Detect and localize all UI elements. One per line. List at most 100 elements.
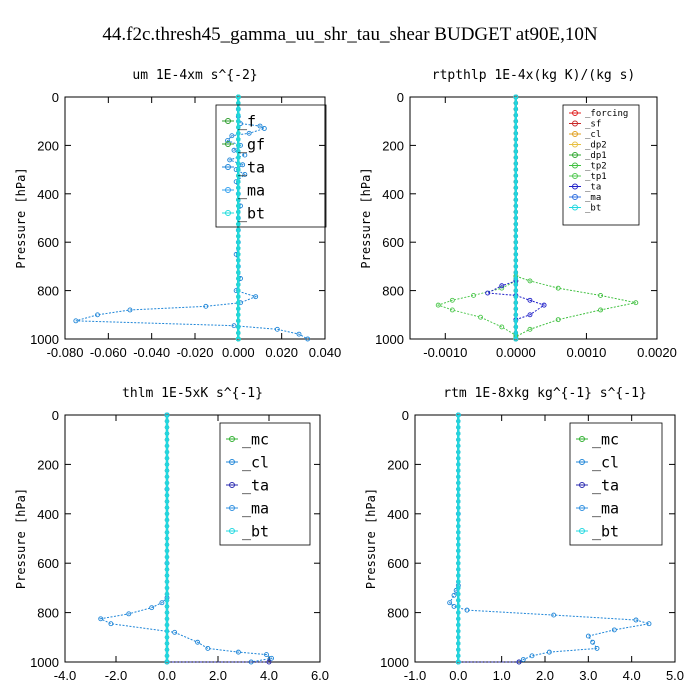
data-point: [456, 456, 461, 461]
data-point: [513, 112, 519, 118]
data-point: [513, 94, 519, 100]
y-tick-label: 800: [382, 284, 404, 299]
data-point: [513, 143, 519, 148]
plot-frame: [64, 414, 321, 663]
y-tick-label: 400: [37, 507, 59, 522]
legend-marker: [229, 505, 235, 511]
panel-title: um 1E-4xm s^{-2}: [132, 68, 257, 83]
data-point: [513, 118, 519, 124]
y-tick-label: 1000: [375, 332, 404, 347]
data-point: [236, 318, 241, 324]
y-tick-label: 600: [37, 556, 59, 571]
legend-entry: _tp2: [585, 162, 607, 172]
data-point: [164, 585, 170, 591]
data-point: [456, 486, 461, 492]
data-point: [164, 536, 170, 541]
data-point: [164, 505, 170, 510]
data-point: [264, 652, 269, 658]
data-point: [456, 561, 461, 566]
chart-panel-2: rtpthlp 1E-4x(kg K)/(kg s) 0 200 400 600 800 1…: [359, 68, 677, 360]
data-point: [471, 292, 476, 298]
data-point: [513, 336, 519, 342]
data-point: [513, 258, 519, 263]
data-point: [164, 591, 170, 597]
x-tick-label: 4.0: [260, 668, 278, 683]
y-tick-label: 600: [387, 556, 409, 571]
x-tick-label: 0.0020: [637, 345, 677, 360]
data-point: [236, 330, 241, 336]
data-point: [164, 641, 170, 646]
series-tp1: [435, 278, 519, 338]
data-point: [451, 603, 457, 609]
data-point: [513, 155, 519, 160]
data-point: [520, 657, 526, 662]
data-point: [513, 215, 519, 221]
data-point: [555, 285, 561, 291]
data-point: [513, 264, 519, 269]
data-point: [164, 412, 170, 418]
data-point: [456, 610, 461, 615]
legend-entry: _bt: [242, 522, 269, 540]
legend-marker: [572, 141, 578, 148]
legend-marker: [572, 183, 578, 190]
legend-marker: [572, 173, 578, 179]
data-point: [513, 252, 519, 257]
data-point: [164, 561, 170, 566]
data-point: [646, 621, 652, 627]
legend: _mc _cl _ta _ma _bt: [569, 422, 663, 546]
data-point: [611, 627, 617, 633]
data-point: [164, 511, 170, 516]
data-point: [485, 290, 491, 296]
data-point: [195, 639, 201, 645]
series-line: [515, 275, 636, 338]
legend-entry: _ta: [585, 183, 601, 193]
data-point: [590, 639, 596, 645]
data-point: [513, 131, 519, 136]
data-point: [513, 125, 519, 130]
data-point: [236, 306, 241, 311]
data-point: [513, 173, 519, 178]
y-tick-label: 800: [37, 606, 59, 621]
data-point: [164, 548, 170, 554]
chart-panel-4: rtm 1E-8xkg kg^{-1} s^{-1} 0 200 400 600 800 1…: [364, 386, 684, 683]
series-line: [449, 415, 650, 663]
data-point: [456, 554, 461, 560]
data-point: [164, 499, 170, 504]
data-point: [236, 221, 241, 227]
data-point: [257, 123, 263, 129]
data-point: [236, 185, 241, 190]
data-point: [456, 517, 461, 523]
data-point: [164, 598, 170, 603]
y-axis-label: Pressure [hPa]: [14, 167, 28, 268]
data-point: [633, 617, 639, 623]
data-point: [227, 157, 233, 163]
legend-entry: _sf: [585, 120, 601, 130]
data-point: [164, 635, 170, 640]
legend-marker: [229, 459, 235, 465]
legend-entry: _mc: [242, 430, 269, 448]
legend-entry: _ma: [238, 181, 265, 199]
legend-entry: _ma: [592, 499, 619, 517]
legend-marker: [225, 164, 231, 170]
legend-box: [219, 422, 311, 546]
data-point: [456, 474, 461, 479]
data-point: [513, 100, 519, 106]
data-point: [164, 431, 170, 436]
data-point: [513, 167, 519, 172]
legend-marker: [572, 162, 578, 169]
data-point: [456, 425, 461, 430]
y-tick-label: 200: [37, 138, 59, 153]
data-point: [235, 649, 241, 655]
legend-entry: _bt: [585, 204, 601, 214]
data-point: [253, 294, 259, 300]
data-point: [513, 318, 519, 324]
data-point: [456, 536, 461, 541]
legend: _mc _cl _ta _ma _bt: [219, 422, 311, 546]
panel-title: rtpthlp 1E-4x(kg K)/(kg s): [432, 68, 636, 83]
legend-entry: _dp2: [585, 141, 607, 151]
data-point: [456, 431, 461, 436]
series-line: [457, 415, 519, 663]
data-point: [499, 324, 505, 330]
data-point: [513, 221, 519, 227]
data-point: [236, 215, 241, 221]
